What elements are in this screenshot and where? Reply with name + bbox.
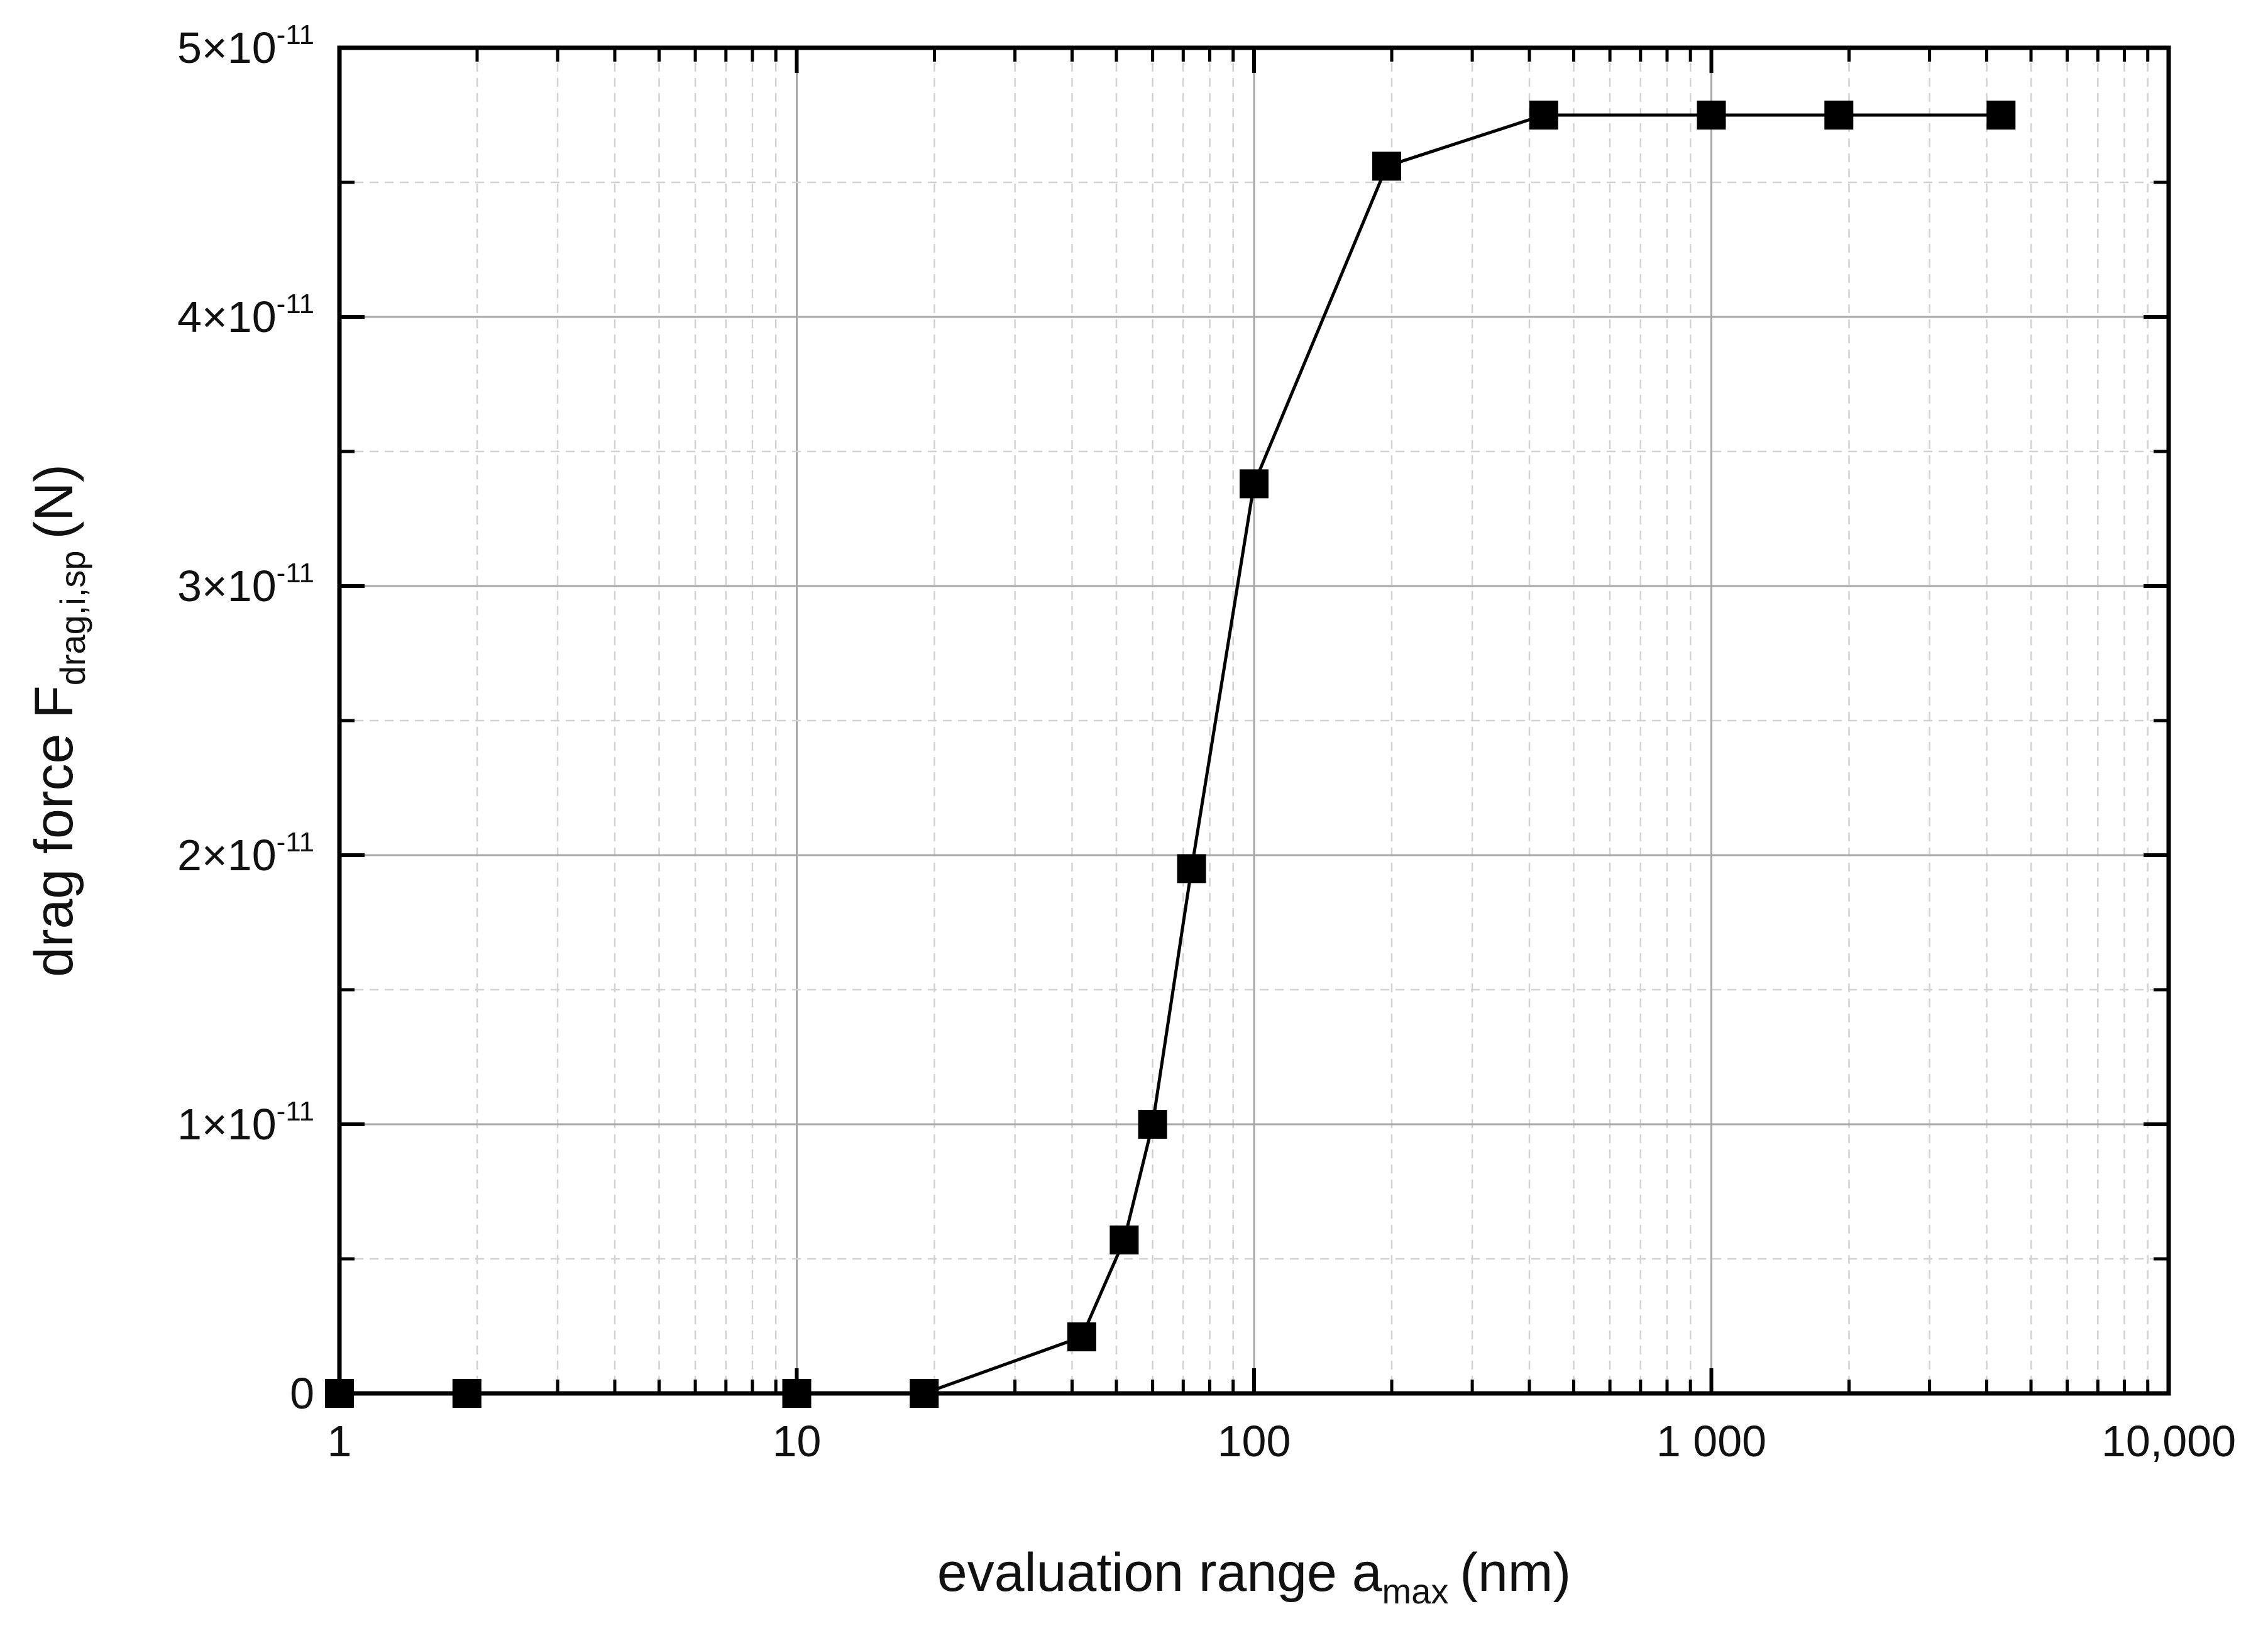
y-tick-label: 4×10-11 bbox=[177, 289, 314, 341]
y-axis-title: drag force Fdrag,i,sp (N) bbox=[24, 464, 92, 977]
y-tick-label-exponent: -11 bbox=[277, 1096, 314, 1127]
y-tick-label: 5×10-11 bbox=[177, 19, 314, 72]
data-point-marker bbox=[910, 1379, 939, 1408]
data-point-marker bbox=[782, 1379, 812, 1408]
grid-lines bbox=[339, 48, 2169, 1393]
y-tick-label-mantissa: 3×10 bbox=[177, 562, 277, 611]
y-tick-label: 3×10-11 bbox=[177, 558, 314, 611]
x-axis-title-main: evaluation range a bbox=[937, 1542, 1382, 1603]
data-series bbox=[325, 101, 2016, 1408]
axis-labels: evaluation range amax (nm) drag force Fdr… bbox=[24, 464, 1571, 1611]
x-axis-title: evaluation range amax (nm) bbox=[937, 1542, 1571, 1611]
data-point-marker bbox=[1529, 101, 1558, 130]
x-axis-title-unit: (nm) bbox=[1460, 1542, 1571, 1603]
y-tick-label: 2×10-11 bbox=[177, 827, 314, 880]
series-line bbox=[339, 113, 2001, 1395]
y-tick-label-exponent: -11 bbox=[277, 558, 314, 589]
y-tick-label-mantissa: 4×10 bbox=[177, 292, 277, 341]
data-point-marker bbox=[1697, 101, 1726, 130]
y-tick-label-mantissa: 5×10 bbox=[177, 23, 277, 72]
y-tick-label-exponent: -11 bbox=[277, 827, 314, 858]
data-point-marker bbox=[1067, 1322, 1096, 1352]
y-axis-title-main: drag force F bbox=[24, 685, 84, 977]
y-axis-title-sub: drag,i,sp bbox=[53, 550, 92, 685]
data-point-marker bbox=[1240, 469, 1269, 499]
y-tick-label-mantissa: 0 bbox=[290, 1369, 314, 1418]
x-tick-label: 10,000 bbox=[2101, 1417, 2236, 1466]
data-point-marker bbox=[1986, 101, 2016, 130]
data-point-marker bbox=[325, 1379, 354, 1408]
x-tick-label: 1 000 bbox=[1656, 1417, 1766, 1466]
y-tick-label-mantissa: 2×10 bbox=[177, 831, 277, 880]
x-tick-label: 10 bbox=[773, 1417, 822, 1466]
y-tick-label-mantissa: 1×10 bbox=[177, 1100, 277, 1149]
data-point-marker bbox=[452, 1379, 482, 1408]
y-tick-label: 1×10-11 bbox=[177, 1096, 314, 1149]
y-tick-label: 0 bbox=[290, 1369, 314, 1418]
x-tick-label: 100 bbox=[1218, 1417, 1291, 1466]
data-point-marker bbox=[1109, 1226, 1139, 1254]
y-tick-label-exponent: -11 bbox=[277, 19, 314, 50]
data-point-marker bbox=[1824, 101, 1854, 130]
x-tick-label: 1 bbox=[328, 1417, 352, 1466]
y-axis-title-unit: (N) bbox=[24, 464, 84, 539]
x-axis-title-sub: max bbox=[1382, 1571, 1449, 1611]
y-tick-label-exponent: -11 bbox=[277, 289, 314, 319]
data-point-marker bbox=[1177, 854, 1206, 883]
data-point-marker bbox=[1372, 152, 1401, 181]
axes: 1 10 100 1 000 10,00001×10-112×10-113×10-114… bbox=[177, 19, 2236, 1466]
data-point-marker bbox=[1138, 1110, 1167, 1139]
